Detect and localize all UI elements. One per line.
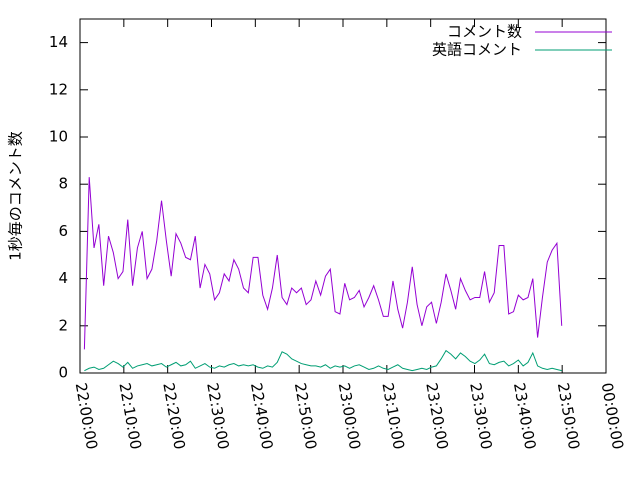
y-tick-label: 14	[49, 33, 68, 51]
y-tick-label: 6	[58, 222, 68, 240]
legend-label: コメント数	[447, 23, 522, 41]
series-line	[83, 177, 563, 350]
y-tick-label: 8	[58, 175, 68, 193]
y-tick-label: 10	[49, 128, 68, 146]
y-axis-label: 1秒毎のコメント数	[7, 131, 25, 261]
y-tick-label: 4	[58, 269, 68, 287]
y-tick-label: 12	[49, 80, 68, 98]
series-line	[84, 349, 562, 372]
plot-border	[79, 18, 607, 374]
legend-label: 英語コメント	[432, 41, 522, 59]
y-tick-label: 0	[58, 364, 68, 382]
y-tick-label: 2	[58, 316, 68, 334]
